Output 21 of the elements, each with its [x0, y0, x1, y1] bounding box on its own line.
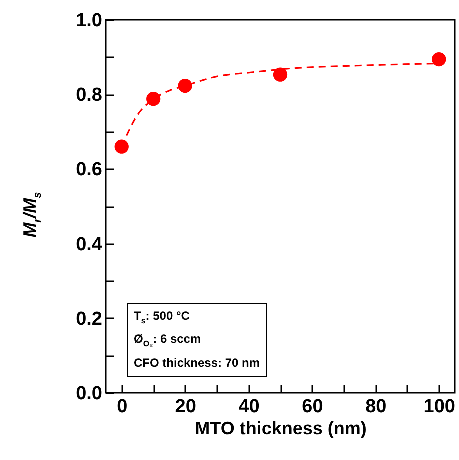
- text: 0.0: [76, 384, 102, 404]
- y-tick-label: 0.2: [76, 308, 102, 330]
- x-tick-label: 0: [117, 396, 128, 418]
- annotation: CFO thickness: 70 nm: [134, 354, 260, 372]
- point: [178, 78, 192, 94]
- y-tick-label: 0.6: [76, 160, 102, 181]
- annotation: T$_{s}$: 500 °C: [134, 308, 191, 328]
- y-tick-label: 1.0: [76, 10, 102, 32]
- point: [432, 52, 446, 67]
- x-tick-label: 20: [175, 396, 196, 418]
- point: [146, 92, 161, 106]
- x-tick-label: 60: [302, 396, 324, 418]
- x-tick-label: 100: [424, 396, 456, 418]
- y-tick-label: 0.8: [76, 85, 102, 106]
- x-axis-title: MTO thickness (nm): [195, 418, 367, 438]
- y-tick-label: 0.4: [76, 234, 103, 256]
- point: [273, 68, 288, 82]
- annotation: Ø$_{O₂}$: 6 sccm: [134, 331, 202, 351]
- point: [114, 140, 129, 154]
- x-tick-label: 80: [366, 396, 387, 418]
- x-tick-label: 40: [238, 396, 260, 418]
